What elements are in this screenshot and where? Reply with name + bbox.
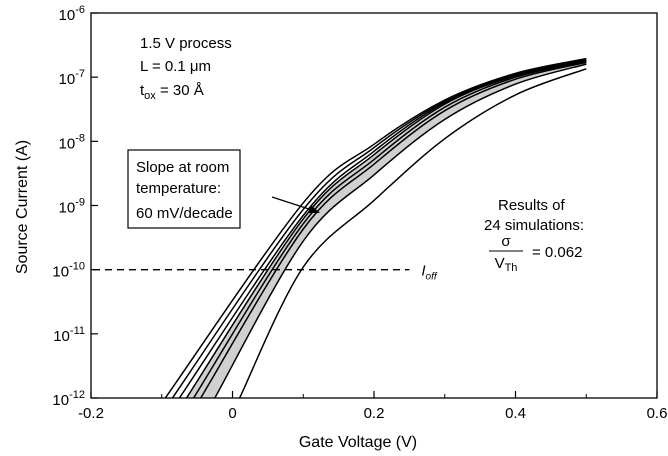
svg-text:VTh: VTh	[495, 255, 518, 274]
y-tick-label: 10-11	[53, 325, 85, 345]
curve-4	[192, 60, 587, 399]
svg-text:L = 0.1 μm: L = 0.1 μm	[140, 58, 211, 75]
y-tick-label: 10-7	[59, 68, 85, 88]
svg-text:1.5 V process: 1.5 V process	[140, 35, 232, 52]
curve-5	[200, 61, 587, 399]
y-tick-label: 10-9	[59, 197, 85, 217]
x-ticks: -0.2 0 0.2 0.4 0.6	[78, 391, 667, 422]
y-ticks: 10-6 10-7 10-8 10-9 10-10 10-11 10-12	[52, 4, 98, 409]
curve-8	[178, 59, 587, 399]
svg-text:temperature:: temperature:	[136, 180, 221, 197]
curves	[164, 57, 587, 399]
results-annotation: Results of 24 simulations: σ VTh = 0.062	[484, 197, 584, 274]
slope-arrow-head	[308, 205, 320, 213]
x-tick-label: -0.2	[78, 405, 104, 422]
process-annotation: 1.5 V process L = 0.1 μm tox = 30 Å	[140, 35, 232, 102]
y-tick-label: 10-6	[59, 4, 85, 24]
curve-3	[185, 60, 587, 399]
svg-text:Results of: Results of	[498, 197, 566, 214]
curve-1	[164, 57, 587, 399]
svg-text:Slope at room: Slope at room	[136, 159, 229, 176]
ioff-label: Ioff	[421, 263, 438, 283]
x-tick-label: 0.4	[505, 405, 526, 422]
svg-text:σ: σ	[501, 233, 511, 250]
x-tick-label: 0.2	[364, 405, 385, 422]
svg-text:60 mV/decade: 60 mV/decade	[136, 205, 233, 222]
shaded-band	[186, 60, 587, 399]
curve-6	[214, 63, 587, 399]
curve-7	[238, 68, 587, 399]
svg-text:24 simulations:: 24 simulations:	[484, 217, 584, 234]
svg-text:= 0.062: = 0.062	[532, 244, 582, 261]
y-tick-label: 10-12	[52, 389, 85, 409]
y-tick-label: 10-10	[52, 261, 85, 281]
x-tick-label: 0.6	[647, 405, 668, 422]
slope-arrow-line	[271, 196, 313, 211]
y-axis-title: Source Current (A)	[14, 140, 31, 274]
x-axis-title: Gate Voltage (V)	[299, 434, 417, 451]
x-tick-label: 0	[228, 405, 236, 422]
svg-text:tox = 30 Å: tox = 30 Å	[140, 82, 204, 102]
slope-annotation: Slope at room temperature: 60 mV/decade	[127, 149, 320, 229]
y-tick-label: 10-8	[59, 132, 85, 152]
